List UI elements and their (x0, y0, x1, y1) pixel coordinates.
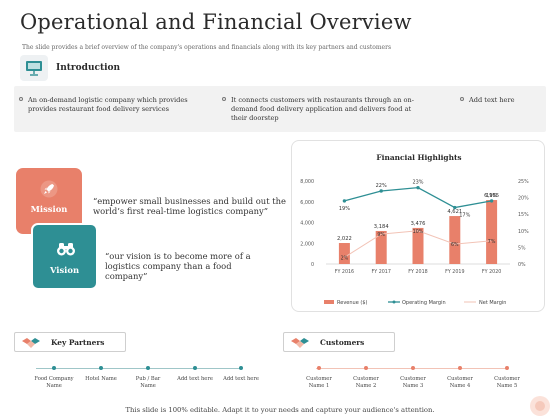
operating-margin-label: 19% (486, 193, 497, 199)
revenue-bar (338, 243, 350, 264)
net-margin-label: 2% (341, 255, 349, 261)
customer-dot (458, 366, 462, 370)
mission-label: Mission (30, 204, 68, 214)
bullet-icon (460, 97, 464, 101)
partners-timeline (36, 368, 242, 369)
key-partners-title: Key Partners (51, 338, 105, 347)
customer-dot (411, 366, 415, 370)
x-tick-label: FY 2017 (371, 269, 390, 275)
intro-item-1: An on-demand logistic company which prov… (19, 96, 188, 114)
financial-chart-card: Financial Highlights 0 2,000 4,000 6,000 8,00… (291, 140, 545, 312)
y-left-tick-label: 6,000 (300, 200, 314, 206)
customer-dot (364, 366, 368, 370)
bullet-icon (222, 97, 226, 101)
intro-icon-container (20, 55, 48, 81)
legend-label-revenue: Revenue ($) (337, 300, 367, 306)
customer-dot (505, 366, 509, 370)
y-left-tick-label: 4,000 (300, 221, 314, 227)
handshake-icon (22, 338, 40, 348)
footer-note: This slide is 100% editable. Adapt it to… (125, 406, 435, 414)
operating-margin-label: 23% (412, 180, 423, 186)
chart-title: Financial Highlights (376, 153, 461, 162)
x-tick-label: FY 2019 (445, 269, 464, 275)
net-margin-label: 7% (488, 239, 496, 245)
customer-dot (317, 366, 321, 370)
y-right-tick-label: 5% (518, 245, 526, 251)
corner-decoration (530, 396, 550, 416)
vision-label: Vision (49, 265, 80, 275)
net-margin-line (344, 230, 492, 258)
customer-label: Customer Name 2 (353, 376, 379, 389)
y-right-tick-label: 0% (518, 262, 526, 268)
vision-card: Vision (31, 223, 98, 290)
customer-label: Customer Name 1 (306, 376, 332, 389)
revenue-bar (412, 227, 424, 264)
revenue-data-label: 4,621 (447, 209, 462, 215)
y-right-tick-label: 20% (518, 196, 529, 202)
customers-title: Customers (320, 338, 365, 347)
y-left-tick-label: 8,000 (300, 179, 314, 185)
operating-margin-label: 17% (459, 213, 470, 219)
customers-header: Customers (283, 332, 395, 352)
partner-label: Add text here (177, 376, 213, 382)
x-tick-label: FY 2018 (408, 269, 427, 275)
partner-label: Pub / Bar Name (135, 376, 161, 389)
revenue-bar (449, 216, 461, 264)
page-title: Operational and Financial Overview (20, 10, 412, 34)
partner-label: Food Company Name (34, 376, 74, 389)
intro-item-3: Add text here (460, 96, 539, 105)
customer-label: Customer Name 4 (447, 376, 473, 389)
key-partners-header: Key Partners (14, 332, 126, 352)
intro-title: Introduction (56, 63, 121, 73)
net-margin-label: 9% (377, 232, 385, 238)
customer-label: Customer Name 3 (400, 376, 426, 389)
operating-margin-label: 19% (339, 206, 350, 212)
operating-margin-line (344, 186, 492, 209)
mission-statement: “empower small businesses and build out … (93, 196, 286, 216)
partner-dot (99, 366, 103, 370)
y-right-tick-label: 25% (518, 179, 529, 185)
customer-label: Customer Name 5 (494, 376, 520, 389)
net-margin-label: 10% (413, 229, 424, 235)
revenue-bar (486, 200, 498, 264)
intro-strip (14, 86, 546, 132)
intro-item-2: It connects customers with restaurants t… (222, 96, 416, 123)
y-left-tick-label: 0 (311, 262, 314, 268)
partner-label: Add text here (223, 376, 259, 382)
legend-swatch-revenue (324, 300, 334, 304)
partner-dot (146, 366, 150, 370)
x-tick-label: FY 2020 (482, 269, 501, 275)
revenue-bar (375, 230, 387, 264)
x-tick-label: FY 2016 (335, 269, 354, 275)
y-right-tick-label: 15% (518, 212, 529, 218)
partner-label: Hotel Name (85, 376, 117, 382)
revenue-data-label: 2,022 (337, 236, 352, 242)
operating-margin-point (342, 199, 347, 203)
presentation-board-icon (26, 61, 42, 76)
revenue-data-label: 3,184 (374, 224, 390, 230)
page-subtitle: The slide provides a brief overview of t… (22, 44, 392, 51)
partner-dot (52, 366, 56, 370)
partner-dot (239, 366, 243, 370)
legend-marker-operating-margin (392, 300, 396, 304)
operating-margin-point (416, 185, 420, 190)
binoculars-icon (57, 243, 75, 256)
revenue-data-label: 6,165 (484, 193, 499, 199)
rocket-icon (40, 180, 58, 198)
net-margin-label: 6% (451, 242, 459, 248)
operating-margin-point (489, 199, 494, 203)
financial-chart: Financial Highlights 0 2,000 4,000 6,000 8,00… (300, 153, 529, 306)
revenue-data-label: 3,476 (411, 221, 426, 227)
bullet-icon (19, 97, 23, 101)
operating-margin-point (453, 205, 457, 210)
operating-margin-label: 22% (376, 183, 387, 189)
vision-statement: “our vision is to become more of a logis… (105, 251, 251, 281)
y-left-tick-label: 2,000 (300, 241, 314, 247)
legend-label-net-margin: Net Margin (479, 300, 506, 306)
handshake-icon (291, 338, 309, 348)
partner-dot (193, 366, 197, 370)
operating-margin-point (379, 189, 383, 193)
y-right-tick-label: 10% (518, 229, 529, 235)
legend-label-operating-margin: Operating Margin (402, 300, 446, 306)
